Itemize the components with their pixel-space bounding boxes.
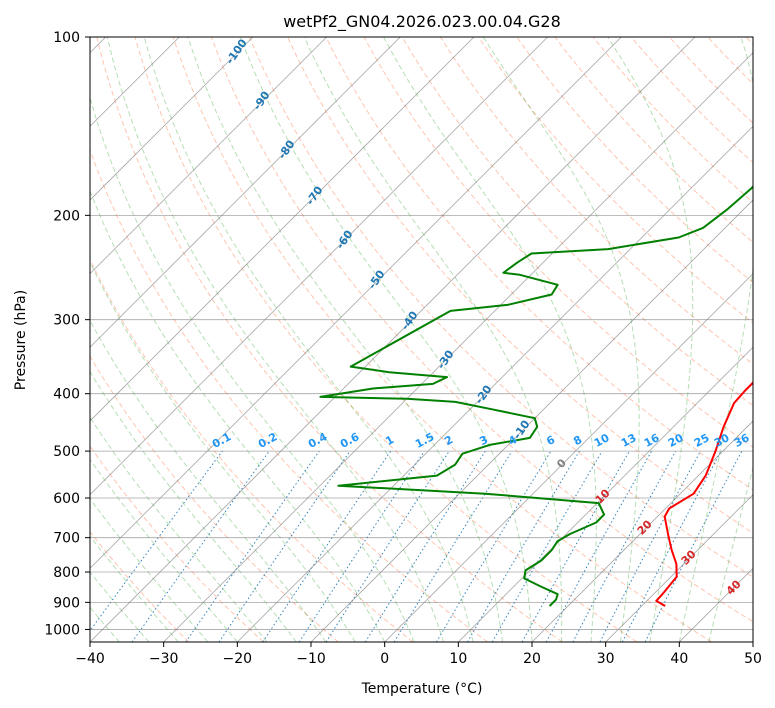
mixing-ratio-line bbox=[131, 450, 270, 642]
dry-adiabat-line bbox=[96, 37, 563, 642]
y-tick-label: 300 bbox=[53, 313, 80, 329]
mixing-ratio-label: 10 bbox=[592, 431, 612, 450]
x-axis-label: Temperature (°C) bbox=[361, 681, 483, 697]
dry-adiabat-line bbox=[478, 37, 753, 324]
mixing-ratio-label: 20 bbox=[666, 431, 686, 450]
isotherm-line bbox=[90, 37, 327, 275]
x-tick-label: 40 bbox=[670, 651, 688, 667]
y-axis-label: Pressure (hPa) bbox=[13, 290, 29, 390]
moist-adiabat-line bbox=[482, 37, 640, 642]
chart-title: wetPf2_GN04.2026.023.00.04.G28 bbox=[283, 12, 561, 32]
x-tick-label: 0 bbox=[380, 651, 389, 667]
mixing-ratio-label: 16 bbox=[642, 431, 662, 450]
moist-adiabat-line bbox=[187, 37, 503, 642]
moist-adiabat-line bbox=[303, 37, 563, 642]
isotherm-line bbox=[90, 37, 475, 422]
y-tick-label: 200 bbox=[53, 208, 80, 224]
moist-adiabat-line bbox=[708, 466, 753, 642]
y-tick-label: 800 bbox=[53, 565, 80, 581]
isotherm-line bbox=[752, 641, 753, 642]
isotherm-line bbox=[384, 273, 753, 642]
dry-adiabat-line bbox=[134, 37, 638, 642]
moist-adiabat-line bbox=[90, 458, 238, 642]
mixing-ratio-label: 30 bbox=[712, 431, 732, 450]
isotherm-line bbox=[90, 37, 548, 496]
dry-adiabat-line bbox=[516, 37, 753, 284]
dewpoint-profile-line bbox=[319, 185, 753, 607]
temperature-profile-line bbox=[655, 381, 753, 607]
mixing-ratio-label: 13 bbox=[619, 431, 639, 450]
dry-adiabat-line bbox=[325, 37, 753, 491]
mixing-ratio-line bbox=[90, 450, 223, 632]
mixing-ratio-line bbox=[393, 450, 513, 642]
dry-adiabat-line bbox=[90, 355, 339, 642]
x-tick-label: −30 bbox=[149, 651, 179, 667]
mixing-ratio-label: 36 bbox=[732, 431, 752, 450]
isotherm-line bbox=[163, 52, 753, 642]
x-tick-label: 30 bbox=[597, 651, 615, 667]
moist-adiabat-line bbox=[678, 37, 753, 642]
dry-adiabat-line bbox=[90, 148, 488, 642]
y-tick-label: 400 bbox=[53, 387, 80, 403]
moist-adiabat-line bbox=[106, 37, 445, 642]
x-tick-label: 20 bbox=[523, 651, 541, 667]
series-layer bbox=[319, 185, 753, 607]
moist-adiabat-line bbox=[239, 37, 533, 642]
moist-adiabat-line bbox=[143, 37, 474, 642]
dry-adiabat-line bbox=[592, 37, 753, 203]
plot-frame bbox=[89, 36, 754, 643]
moist-adiabat-line bbox=[90, 260, 356, 642]
moist-adiabat-line bbox=[90, 319, 327, 642]
x-tick-label: 50 bbox=[744, 651, 762, 667]
dry-adiabat-line bbox=[90, 531, 190, 642]
plot-background bbox=[90, 37, 753, 642]
ticks-layer: −40 −30 −20 −10 0 10 20 30 40 50 100 200 300 400 500 60… bbox=[44, 30, 762, 667]
isotherm-line bbox=[531, 420, 753, 642]
moist-adiabat-line bbox=[90, 189, 386, 642]
y-tick-label: 100 bbox=[53, 30, 80, 46]
mixing-ratio-line bbox=[572, 450, 677, 642]
x-tick-label: 10 bbox=[449, 651, 467, 667]
x-tick-label: −10 bbox=[296, 651, 326, 667]
mixing-ratio-line bbox=[521, 450, 630, 642]
dry-adiabat-line bbox=[401, 37, 753, 406]
dry-adiabat-line bbox=[287, 37, 753, 534]
mixing-ratio-line bbox=[491, 450, 603, 642]
isotherm-line bbox=[605, 494, 753, 642]
isotherm-line bbox=[90, 37, 622, 569]
mixing-ratio-line bbox=[185, 450, 320, 642]
dry-adiabat-line bbox=[172, 37, 712, 642]
y-tick-label: 900 bbox=[53, 595, 80, 611]
mixing-ratio-line bbox=[325, 450, 450, 642]
y-tick-label: 1000 bbox=[44, 622, 80, 638]
y-tick-label: 600 bbox=[53, 491, 80, 507]
grid-layer bbox=[90, 37, 753, 642]
y-tick-label: 500 bbox=[53, 444, 80, 460]
mixing-ratio-line bbox=[467, 450, 580, 642]
isotherm-line bbox=[310, 199, 753, 642]
mixing-ratio-line bbox=[435, 450, 552, 642]
moist-adiabat-line bbox=[90, 416, 268, 642]
x-tick-label: −20 bbox=[223, 651, 253, 667]
x-tick-label: −40 bbox=[75, 651, 105, 667]
isotherm-line bbox=[90, 37, 696, 642]
isotherm-line bbox=[237, 125, 753, 642]
mixing-ratio-label: 25 bbox=[692, 431, 712, 450]
isotherm-line bbox=[90, 37, 401, 348]
dry-adiabat-line bbox=[90, 258, 414, 642]
mixing-ratio-line bbox=[364, 450, 486, 642]
y-tick-label: 700 bbox=[53, 531, 80, 547]
mixing-ratio-line bbox=[218, 450, 351, 642]
dry-adiabat-line bbox=[363, 37, 753, 448]
isotherm-line bbox=[90, 37, 254, 201]
